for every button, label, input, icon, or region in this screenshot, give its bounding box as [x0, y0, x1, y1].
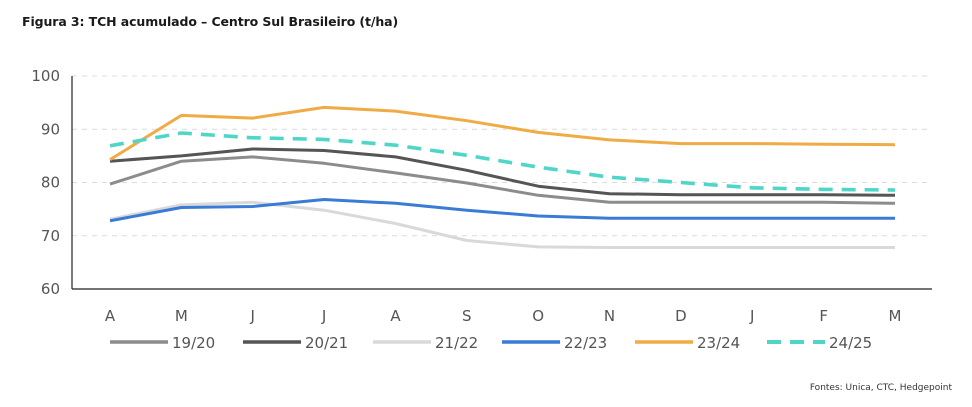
- x-tick-label: J: [749, 307, 754, 325]
- y-tick-label: 70: [41, 227, 60, 245]
- x-tick-label: S: [462, 307, 472, 325]
- y-tick-label: 60: [41, 280, 60, 298]
- grid-lines: [72, 75, 932, 237]
- x-tick-label: A: [390, 307, 401, 325]
- chart-title: Figura 3: TCH acumulado – Centro Sul Bra…: [22, 14, 399, 29]
- series-line-20-21: [109, 147, 896, 197]
- series-line-19-20: [109, 155, 896, 205]
- x-tick-label: A: [105, 307, 116, 325]
- legend-label: 23/24: [697, 334, 740, 352]
- series-lines: [109, 105, 896, 249]
- series-line-21-22: [109, 200, 895, 249]
- x-tick-label: M: [889, 307, 902, 325]
- series-line-22-23: [109, 198, 895, 223]
- x-tick-label: M: [175, 307, 188, 325]
- x-tick-label: N: [604, 307, 615, 325]
- series-line-24-25: [109, 131, 896, 192]
- x-tick-label: J: [250, 307, 255, 325]
- legend-label: 21/22: [435, 334, 478, 352]
- y-tick-label: 80: [41, 174, 60, 192]
- y-tick-labels: 60 70 80 90 100: [31, 67, 60, 298]
- x-tick-label: J: [321, 307, 326, 325]
- series-line-23-24: [109, 105, 896, 161]
- y-tick-label: 100: [31, 67, 60, 85]
- x-tick-label: O: [532, 307, 544, 325]
- legend-label: 22/23: [564, 334, 607, 352]
- x-tick-label: D: [675, 307, 687, 325]
- legend-label: 19/20: [172, 334, 215, 352]
- legend: 19/20 20/21 21/22 22/23 23/24 24/25: [110, 334, 872, 352]
- legend-label: 20/21: [305, 334, 348, 352]
- legend-label: 24/25: [829, 334, 872, 352]
- axes: [71, 76, 932, 290]
- y-tick-label: 90: [41, 120, 60, 138]
- x-tick-label: F: [819, 307, 828, 325]
- source-note: Fontes: Unica, CTC, Hedgepoint: [809, 383, 952, 393]
